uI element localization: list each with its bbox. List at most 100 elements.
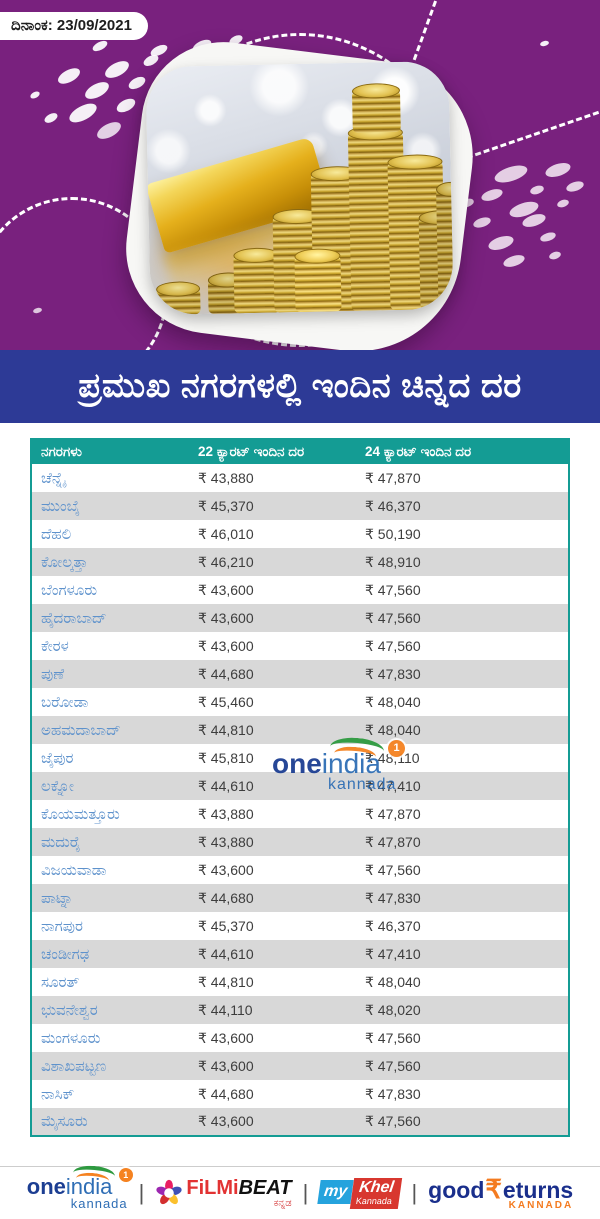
logo-text-filmi: FiLMi — [186, 1176, 239, 1199]
city-name: ಪುಣೆ — [31, 660, 198, 688]
price-22k: ₹ 44,810 — [198, 973, 254, 990]
decorative-dot — [486, 233, 516, 253]
city-name: ಸೂರತ್ — [41, 973, 80, 991]
city-name: ಭುವನೇಶ್ವರ — [31, 996, 198, 1024]
price-22k: ₹ 46,210 — [198, 548, 365, 576]
table-row: ಲಕ್ನೋ ₹ 44,610 ₹ 47,410 — [31, 772, 569, 800]
price-24k: ₹ 48,040 — [365, 973, 421, 990]
city-name: ವಿಶಾಖಪಟ್ಟಣ — [31, 1052, 198, 1080]
coin-stack — [351, 89, 401, 133]
decorative-dot — [55, 65, 83, 87]
coin-stack — [436, 188, 454, 310]
table-row: ಹೈದರಾಬಾದ್ ₹ 43,600 ₹ 47,560 — [31, 604, 569, 632]
filmibeat-star-icon — [156, 1179, 182, 1205]
decorative-dot — [148, 42, 170, 59]
table-row: ನಾಗಪುರ ₹ 45,370 ₹ 46,370 — [31, 912, 569, 940]
logo-text-kannada: ಕನ್ನಡ — [273, 1197, 292, 1209]
price-24k: ₹ 47,830 — [365, 1085, 421, 1102]
decorative-dot — [492, 162, 530, 186]
decorative-dot — [91, 38, 109, 54]
city-name: ಮಂಗಳೂರು — [41, 1029, 101, 1047]
table-row: ದೆಹಲಿ ₹ 46,010 ₹ 50,190 — [31, 520, 569, 548]
logo-text-my: my — [317, 1179, 355, 1204]
decorative-dot — [479, 186, 505, 204]
price-22k: ₹ 43,600 — [198, 604, 365, 632]
price-24k: ₹ 47,560 — [365, 637, 421, 654]
city-name: ಕೋಲ್ಕತ್ತಾ — [31, 548, 198, 576]
city-name: ಚಂಡೀಗಢ — [31, 940, 198, 968]
table-row: ಕೋಲ್ಕತ್ತಾ ₹ 46,210 ₹ 48,910 — [31, 548, 569, 576]
city-name: ಕೇರಳ — [41, 637, 69, 655]
city-name: ಜೈಪುರ — [41, 749, 74, 767]
decorative-dot — [548, 250, 562, 261]
date-badge: ದಿನಾಂಕ: 23/09/2021 — [0, 12, 148, 40]
logo-text-good: good — [428, 1176, 485, 1203]
gold-rates-table: ನಗರಗಳು 22 ಕ್ಯಾರಟ್ ಇಂದಿನ ದರ 24 ಕ್ಯಾರಟ್ ಇಂ… — [30, 438, 570, 1137]
table-body: ಚೆನ್ನೈ ₹ 43,880 ₹ 47,870 ಮುಂಬೈ ₹ 45,370 … — [31, 464, 569, 1136]
price-22k: ₹ 44,810 — [198, 716, 365, 744]
price-22k: ₹ 44,610 — [198, 772, 365, 800]
logo-text-kannada: kannada — [70, 1196, 128, 1211]
decorative-dot — [126, 74, 148, 92]
price-24k: ₹ 48,110 — [365, 749, 420, 766]
table-row: ವಿಶಾಖಪಟ್ಟಣ ₹ 43,600 ₹ 47,560 — [31, 1052, 569, 1080]
price-22k: ₹ 43,880 — [198, 805, 254, 822]
city-name: ಮುಂಬೈ — [31, 492, 198, 520]
city-name: ಮದುರೈ — [31, 828, 198, 856]
logo-text-india: india — [65, 1174, 113, 1199]
header-cities: ನಗರಗಳು — [31, 439, 198, 464]
city-name: ದೆಹಲಿ — [41, 525, 72, 543]
city-name: ವಿಜಯವಾಡಾ — [41, 861, 107, 879]
one-badge-icon: 1 — [388, 740, 405, 757]
table-row: ಸೂರತ್ ₹ 44,810 ₹ 48,040 — [31, 968, 569, 996]
footer-separator: | — [411, 1180, 418, 1205]
price-24k: ₹ 47,560 — [365, 604, 569, 632]
rupee-icon: ₹ — [485, 1173, 502, 1204]
decorative-dot — [66, 99, 100, 127]
price-24k: ₹ 47,560 — [365, 1029, 421, 1046]
decorative-dot — [114, 95, 138, 116]
price-22k: ₹ 45,810 — [198, 749, 254, 766]
decorative-dot — [539, 230, 557, 244]
decorative-dot — [102, 57, 132, 82]
coin-stack — [156, 288, 201, 316]
logo-text-beat: BEAT — [238, 1176, 292, 1199]
price-24k: ₹ 47,410 — [365, 772, 569, 800]
price-22k: ₹ 44,680 — [198, 884, 365, 912]
page-title: ಪ್ರಮುಖ ನಗರಗಳಲ್ಲಿ ಇಂದಿನ ಚಿನ್ನದ ದರ — [0, 350, 600, 423]
table-row: ಮೈಸೂರು ₹ 43,600 ₹ 47,560 — [31, 1108, 569, 1136]
price-24k: ₹ 47,560 — [365, 1108, 569, 1136]
price-22k: ₹ 45,370 — [198, 917, 254, 934]
price-24k: ₹ 47,560 — [365, 861, 421, 878]
decorative-dashed-line — [412, 0, 441, 61]
table-row: ವಿಜಯವಾಡಾ ₹ 43,600 ₹ 47,560 — [31, 856, 569, 884]
price-24k: ₹ 47,870 — [365, 828, 569, 856]
table-row: ಅಹಮದಾಬಾದ್ ₹ 44,810 ₹ 48,040 — [31, 716, 569, 744]
price-24k: ₹ 47,870 — [365, 469, 421, 486]
decorative-dot — [556, 198, 570, 209]
header-22k: 22 ಕ್ಯಾರಟ್ ಇಂದಿನ ದರ — [198, 439, 365, 464]
table-row: ಬೆಂಗಳೂರು ₹ 43,600 ₹ 47,560 — [31, 576, 569, 604]
price-24k: ₹ 46,370 — [365, 492, 569, 520]
hero-section: ದಿನಾಂಕ: 23/09/2021 — [0, 0, 600, 350]
price-22k: ₹ 43,880 — [198, 828, 365, 856]
price-24k: ₹ 46,370 — [365, 917, 421, 934]
price-24k: ₹ 47,560 — [365, 581, 421, 598]
logo-text-india: india — [321, 748, 381, 779]
table-header-row: ನಗರಗಳು 22 ಕ್ಯಾರಟ್ ಇಂದಿನ ದರ 24 ಕ್ಯಾರಟ್ ಇಂ… — [31, 439, 569, 464]
price-24k: ₹ 48,040 — [365, 716, 569, 744]
city-name: ಅಹಮದಾಬಾದ್ — [31, 716, 198, 744]
decorative-dot — [42, 111, 60, 125]
logo-text-kannada: kannada — [328, 776, 397, 793]
decorative-dot — [94, 118, 124, 143]
decorative-dot — [472, 215, 492, 230]
city-name: ಲಕ್ನೋ — [31, 772, 198, 800]
table-row: ಪುಣೆ ₹ 44,680 ₹ 47,830 — [31, 660, 569, 688]
table-row: ಪಾಟ್ನಾ ₹ 44,680 ₹ 47,830 — [31, 884, 569, 912]
price-22k: ₹ 43,600 — [198, 581, 254, 598]
price-24k: ₹ 50,190 — [365, 525, 421, 542]
city-name: ನಾಗಪುರ — [41, 917, 83, 935]
table-row: ಚೆನ್ನೈ ₹ 43,880 ₹ 47,870 — [31, 464, 569, 492]
price-22k: ₹ 44,680 — [198, 660, 365, 688]
